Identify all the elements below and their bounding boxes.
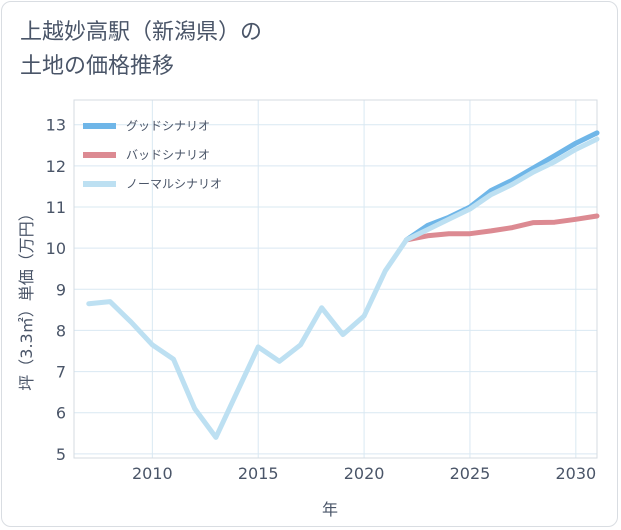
y-tick-label: 7 [56,363,66,382]
series-line-3 [86,136,600,440]
x-tick-labels: 2010 2015 2020 2025 2030 [132,464,596,483]
series-layer [86,130,600,440]
x-tick-label: 2015 [238,464,279,483]
title-line-1: 上越妙高駅（新潟県）の [20,20,263,45]
legend-label: バッドシナリオ [126,148,210,162]
x-tick-label: 2025 [450,464,491,483]
y-tick-label: 5 [56,445,66,464]
series-line-1 [403,130,600,243]
legend-label: グッドシナリオ [126,119,210,133]
grid-lines [74,100,597,458]
y-tick-labels: 5 6 7 8 9 10 11 12 13 [46,116,66,464]
x-axis-label: 年 [322,500,338,519]
series-line-2 [403,213,600,243]
y-tick-label: 8 [56,321,66,340]
legend-label: ノーマルシナリオ [126,177,222,191]
y-tick-label: 12 [46,157,66,176]
plot-area [73,99,598,459]
y-tick-label: 9 [56,280,66,299]
y-tick-label: 10 [46,239,66,258]
chart-title: 上越妙高駅（新潟県）の 土地の価格推移 [20,16,262,84]
x-tick-label: 2030 [555,464,596,483]
y-tick-label: 11 [46,198,66,217]
y-tick-label: 13 [46,116,66,135]
y-tick-label: 6 [56,404,66,423]
x-tick-label: 2010 [132,464,173,483]
title-line-2: 土地の価格推移 [20,54,175,79]
x-tick-label: 2020 [344,464,385,483]
y-axis-label: 坪（3.3㎡）単価（万円） [17,205,36,390]
